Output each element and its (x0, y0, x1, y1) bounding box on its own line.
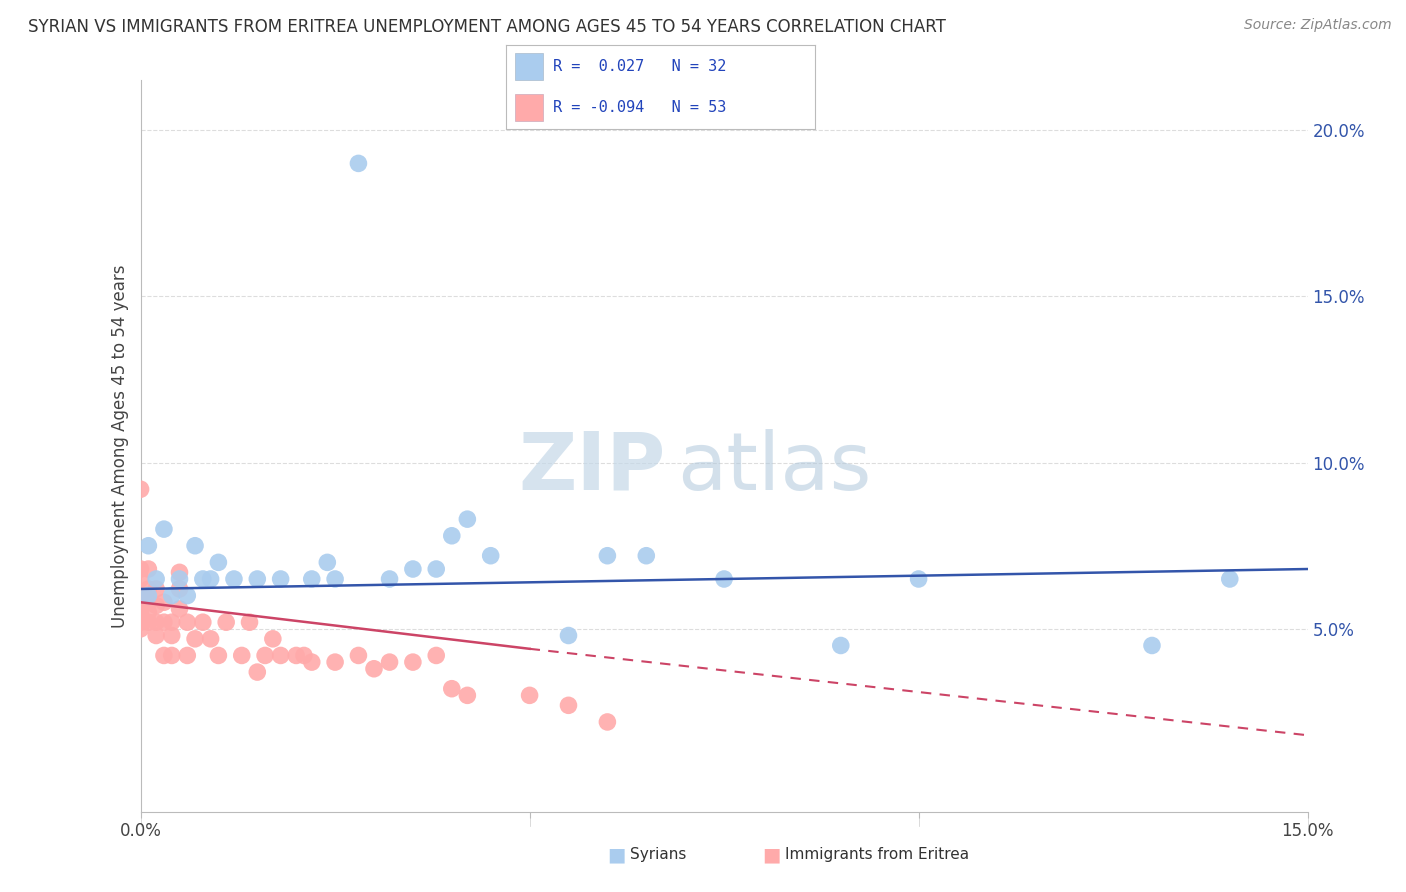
Y-axis label: Unemployment Among Ages 45 to 54 years: Unemployment Among Ages 45 to 54 years (111, 264, 129, 628)
Point (176, 615, 198, 630)
Point (301, 572, 323, 586)
Point (557, 628, 579, 642)
Point (363, 662, 385, 676)
Point (425, 562, 447, 576)
Point (145, 599, 167, 613)
Point (145, 572, 167, 586)
Point (145, 582, 167, 596)
Bar (516, 94, 543, 120)
Text: atlas: atlas (678, 429, 872, 507)
Text: R = -0.094   N = 53: R = -0.094 N = 53 (553, 100, 725, 115)
Point (153, 615, 176, 630)
Point (153, 648, 176, 663)
Point (301, 655, 323, 669)
Point (153, 595, 176, 609)
Point (160, 648, 183, 663)
Point (129, 605, 152, 619)
Text: Source: ZipAtlas.com: Source: ZipAtlas.com (1244, 18, 1392, 32)
Point (184, 539, 207, 553)
Point (129, 615, 152, 630)
Point (129, 589, 152, 603)
Point (138, 589, 160, 603)
Point (378, 572, 401, 586)
Point (191, 572, 214, 586)
Point (184, 632, 207, 646)
Point (129, 595, 152, 609)
Point (285, 648, 308, 663)
Point (456, 689, 478, 703)
Point (138, 605, 160, 619)
Point (129, 572, 152, 586)
Text: ■: ■ (762, 845, 780, 864)
Point (596, 549, 619, 563)
Point (176, 648, 198, 663)
Point (160, 615, 183, 630)
Point (160, 589, 183, 603)
Point (169, 566, 191, 580)
Point (262, 632, 284, 646)
Point (323, 572, 346, 586)
Text: ZIP: ZIP (519, 429, 666, 507)
Text: Immigrants from Eritrea: Immigrants from Eritrea (785, 847, 969, 862)
Point (129, 622, 152, 636)
Point (636, 549, 658, 563)
Text: SYRIAN VS IMMIGRANTS FROM ERITREA UNEMPLOYMENT AMONG AGES 45 TO 54 YEARS CORRELA: SYRIAN VS IMMIGRANTS FROM ERITREA UNEMPL… (28, 18, 946, 36)
Point (830, 639, 852, 653)
Text: R =  0.027   N = 32: R = 0.027 N = 32 (553, 59, 725, 74)
Point (254, 648, 277, 663)
Point (145, 628, 167, 642)
Point (246, 665, 269, 679)
Point (222, 572, 245, 586)
Point (270, 572, 292, 586)
Text: ■: ■ (607, 845, 626, 864)
Point (207, 555, 229, 569)
Point (238, 615, 260, 630)
Point (519, 689, 541, 703)
Point (456, 512, 478, 526)
Point (479, 549, 502, 563)
Point (207, 648, 229, 663)
Point (1140, 639, 1163, 653)
Point (347, 648, 370, 663)
Point (129, 562, 152, 576)
Point (138, 615, 160, 630)
Point (200, 632, 222, 646)
Point (270, 648, 292, 663)
Point (176, 589, 198, 603)
Point (557, 698, 579, 713)
Point (138, 595, 160, 609)
Point (145, 615, 167, 630)
Point (215, 615, 238, 630)
Point (292, 648, 315, 663)
Bar (516, 54, 543, 80)
Point (323, 655, 346, 669)
Point (160, 628, 183, 642)
Point (138, 582, 160, 596)
Point (138, 562, 160, 576)
Point (425, 648, 447, 663)
Point (129, 482, 152, 496)
Point (169, 582, 191, 596)
Point (402, 562, 425, 576)
Point (347, 156, 370, 170)
Point (907, 572, 929, 586)
Text: Syrians: Syrians (630, 847, 686, 862)
Point (316, 555, 339, 569)
Point (169, 602, 191, 616)
Point (153, 522, 176, 536)
Point (440, 681, 463, 696)
Point (138, 539, 160, 553)
Point (231, 648, 253, 663)
Point (596, 714, 619, 729)
Point (378, 655, 401, 669)
Point (191, 615, 214, 630)
Point (246, 572, 269, 586)
Point (200, 572, 222, 586)
Point (713, 572, 735, 586)
Point (1219, 572, 1241, 586)
Point (440, 529, 463, 543)
Point (169, 572, 191, 586)
Point (402, 655, 425, 669)
